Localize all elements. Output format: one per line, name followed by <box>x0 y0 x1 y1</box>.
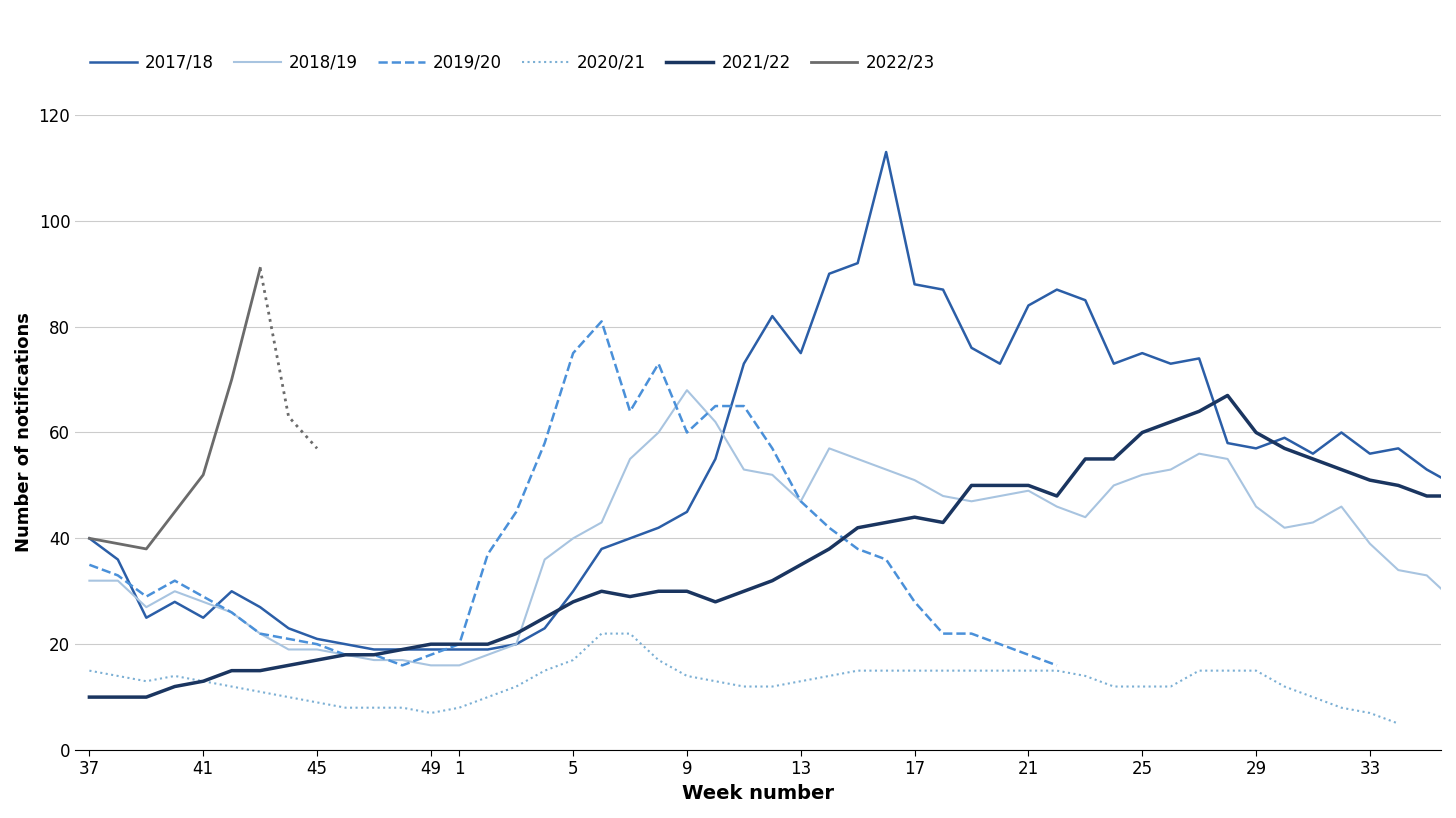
Y-axis label: Number of notifications: Number of notifications <box>15 312 33 552</box>
Legend: 2017/18, 2018/19, 2019/20, 2020/21, 2021/22, 2022/23: 2017/18, 2018/19, 2019/20, 2020/21, 2021… <box>83 47 942 79</box>
X-axis label: Week number: Week number <box>681 784 834 803</box>
